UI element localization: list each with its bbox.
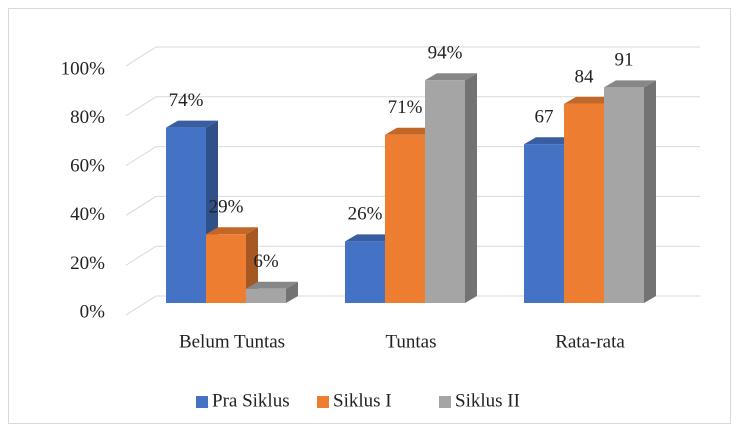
bar-side [286, 281, 298, 303]
y-tick-label: 80% [70, 107, 105, 128]
x-tick-label: Tuntas [385, 331, 436, 352]
legend-swatch [196, 396, 208, 408]
data-label: 94% [428, 43, 463, 64]
data-label: 6% [253, 251, 279, 272]
bar-side [644, 80, 656, 303]
legend-label: Siklus II [455, 390, 520, 411]
bar-side [465, 73, 477, 303]
legend-label: Pra Siklus [212, 390, 290, 411]
bar-top [166, 120, 218, 128]
x-tick-label: Belum Tuntas [179, 331, 285, 352]
grid-line [125, 295, 700, 316]
grid-line [125, 146, 700, 167]
x-tick-label: Rata-rata [555, 331, 625, 352]
bar [385, 134, 425, 303]
bar-top [524, 137, 576, 145]
bar-top [385, 127, 437, 135]
y-tick-label: 20% [70, 253, 105, 274]
data-label: 84 [575, 66, 595, 87]
grid-line [125, 96, 700, 117]
grid-line [125, 195, 700, 216]
data-label: 71% [388, 97, 423, 118]
bar [345, 241, 385, 303]
data-label: 67 [535, 107, 554, 128]
data-label: 26% [348, 204, 383, 225]
y-tick-label: 60% [70, 156, 105, 177]
grid-line [125, 245, 700, 266]
data-label: 91 [615, 50, 634, 71]
bar-top [345, 234, 397, 242]
bar [524, 144, 564, 303]
bar [425, 80, 465, 303]
y-tick-label: 0% [80, 301, 106, 322]
legend-swatch [439, 396, 451, 408]
bar [564, 103, 604, 303]
bar-top [425, 73, 477, 81]
y-tick-label: 100% [61, 58, 106, 79]
y-tick-label: 40% [70, 204, 105, 225]
bar-top [564, 96, 616, 104]
bar-top [604, 80, 656, 88]
bar [206, 234, 246, 303]
legend-swatch [317, 396, 329, 408]
bar-top [246, 281, 298, 289]
grid-line [125, 46, 700, 67]
data-label: 74% [169, 90, 204, 111]
bar [246, 288, 286, 303]
bar-top [206, 227, 258, 235]
bar [604, 87, 644, 303]
bar [166, 127, 206, 304]
legend-label: Siklus I [333, 390, 392, 411]
data-label: 29% [209, 197, 244, 218]
